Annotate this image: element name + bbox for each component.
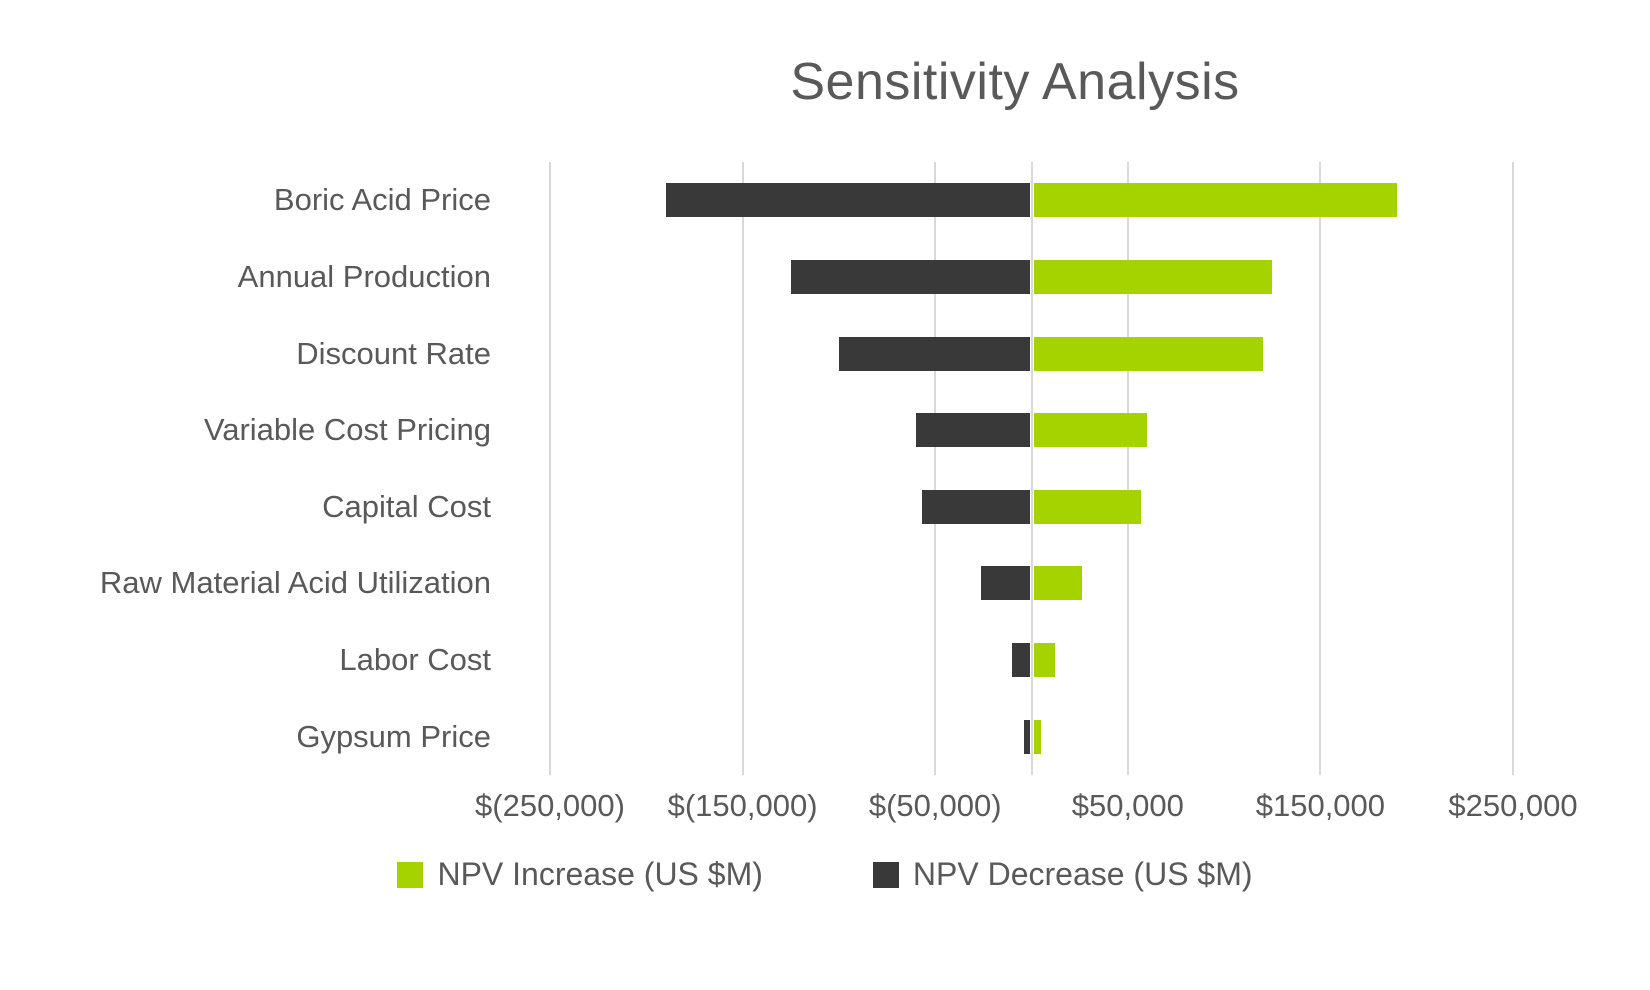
plot-area xyxy=(549,162,1514,775)
bar-npv-increase xyxy=(1033,259,1273,294)
axis-tick-label: $150,000 xyxy=(1255,788,1386,823)
gridline xyxy=(1126,162,1129,775)
bar-row xyxy=(550,315,1513,392)
category-label: Raw Material Acid Utilization xyxy=(99,565,491,601)
category-label: Gypsum Price xyxy=(296,718,491,754)
bar-row xyxy=(550,239,1513,316)
bar-npv-increase xyxy=(1033,719,1042,754)
bar-row xyxy=(550,545,1513,622)
value-axis: $(250,000) $(150,000) $(50,000) $50,000 $150… xyxy=(475,788,1578,832)
bar-npv-decrease xyxy=(1012,643,1030,678)
bar-npv-increase xyxy=(1033,183,1398,218)
axis-tick-label: $50,000 xyxy=(1071,788,1184,823)
legend-item: NPV Decrease (US $M) xyxy=(872,856,1253,893)
gridline xyxy=(1512,162,1514,775)
bar-npv-decrease xyxy=(981,566,1030,601)
category-axis: Boric Acid Price Annual Production Discoun… xyxy=(0,162,505,775)
bar-row xyxy=(550,392,1513,469)
bar-npv-increase xyxy=(1033,566,1082,601)
legend-swatch-icon xyxy=(397,861,424,888)
category-label: Labor Cost xyxy=(339,642,491,678)
bar-npv-increase xyxy=(1033,489,1142,524)
axis-tick-label: $250,000 xyxy=(1448,788,1578,823)
bar-row xyxy=(550,469,1513,546)
category-label: Variable Cost Pricing xyxy=(203,412,491,448)
category-label: Boric Acid Price xyxy=(273,182,491,218)
gridline xyxy=(741,162,744,775)
bar-row xyxy=(550,162,1513,239)
axis-tick-label: $(50,000) xyxy=(868,788,1002,823)
bar-row xyxy=(550,622,1513,699)
bar-npv-increase xyxy=(1033,336,1263,371)
legend-item: NPV Increase (US $M) xyxy=(397,856,763,893)
legend-swatch-icon xyxy=(872,861,899,888)
bar-row xyxy=(550,698,1513,775)
gridline xyxy=(1319,162,1322,775)
legend-label: NPV Decrease (US $M) xyxy=(912,856,1253,892)
category-label: Discount Rate xyxy=(296,335,491,371)
bar-npv-decrease xyxy=(915,413,1030,448)
axis-tick-label: $(250,000) xyxy=(475,788,625,823)
chart-title: Sensitivity Analysis xyxy=(790,53,1240,111)
bar-npv-decrease xyxy=(1023,719,1030,754)
zero-axis-line xyxy=(1030,162,1033,775)
bar-rows xyxy=(550,162,1513,775)
gridline xyxy=(934,162,937,775)
bar-npv-increase xyxy=(1033,643,1055,678)
category-label: Annual Production xyxy=(237,258,491,294)
bar-npv-decrease xyxy=(665,183,1030,218)
bar-npv-decrease xyxy=(838,336,1030,371)
legend: NPV Increase (US $M) NPV Decrease (US $M) xyxy=(0,856,1650,893)
legend-label: NPV Increase (US $M) xyxy=(437,856,763,892)
bar-npv-decrease xyxy=(921,489,1030,524)
category-label: Capital Cost xyxy=(322,488,491,524)
bar-npv-decrease xyxy=(790,259,1030,294)
axis-tick-label: $(150,000) xyxy=(667,788,818,823)
bar-npv-increase xyxy=(1033,413,1148,448)
gridline xyxy=(549,162,551,775)
